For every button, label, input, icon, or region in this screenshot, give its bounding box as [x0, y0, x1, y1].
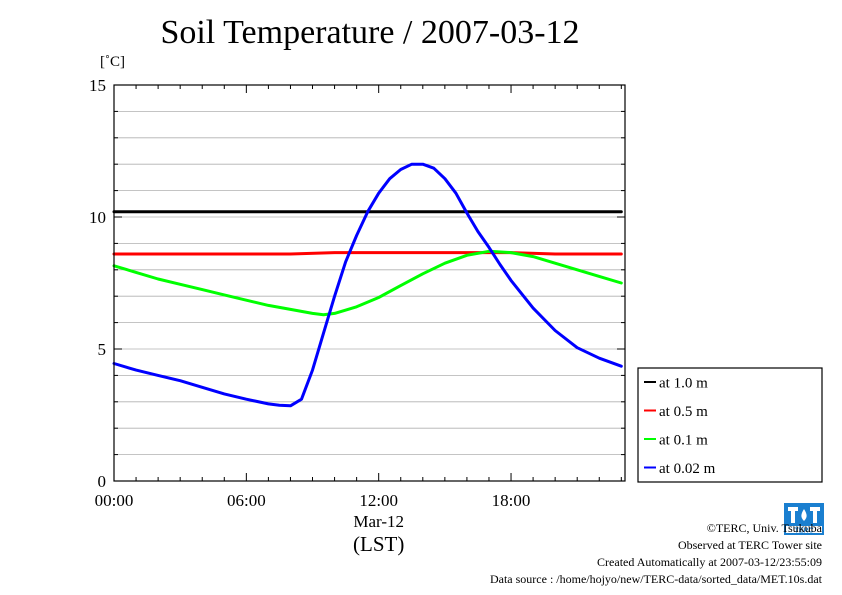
- footer-source: Data source : /home/hojyo/new/TERC-data/…: [489, 572, 822, 586]
- legend: at 1.0 m at 0.5 m at 0.1 m at 0.02 m: [637, 367, 823, 483]
- axis-labels: 0 5 10 15 00:00 06:00 12:00 18:00 Mar-12(LST): [89, 76, 530, 556]
- logo-text: TERC: [794, 528, 813, 535]
- series-line: [112, 249, 623, 317]
- grid-lines: [114, 111, 625, 456]
- legend-entry: at 0.5 m: [659, 404, 708, 420]
- footer-copyright: ©TERC, Univ. Tsukuba: [706, 521, 822, 535]
- terc-logo-icon: TERC: [784, 503, 824, 535]
- series-line: [112, 251, 623, 256]
- legend-entry: at 1.0 m: [659, 376, 708, 392]
- x-axis-date-label: Mar-12: [353, 512, 404, 531]
- y-axis-unit-label: [˚C]: [100, 54, 125, 70]
- series-line: [112, 162, 623, 408]
- x-tick-label: 18:00: [492, 491, 531, 510]
- legend-box: [637, 367, 823, 483]
- y-tick-label: 5: [98, 340, 107, 359]
- legend-entry: at 0.02 m: [659, 461, 716, 477]
- x-tick-label: 00:00: [95, 491, 134, 510]
- series-lines: [112, 162, 623, 408]
- x-tick-label: 12:00: [359, 491, 398, 510]
- chart-title: Soil Temperature / 2007-03-12: [160, 14, 580, 51]
- axis-ticks: [113, 84, 625, 482]
- footer-observed: Observed at TERC Tower site: [677, 538, 822, 552]
- y-tick-label: 15: [89, 76, 106, 95]
- x-tick-label: 06:00: [227, 491, 266, 510]
- legend-entry: at 0.1 m: [659, 433, 708, 449]
- y-tick-label: 10: [89, 208, 106, 227]
- footer-created: Created Automatically at 2007-03-12/23:5…: [597, 555, 822, 569]
- plot-frame: [113, 84, 626, 482]
- x-axis-label: (LST): [353, 532, 404, 556]
- y-tick-label: 0: [98, 472, 107, 491]
